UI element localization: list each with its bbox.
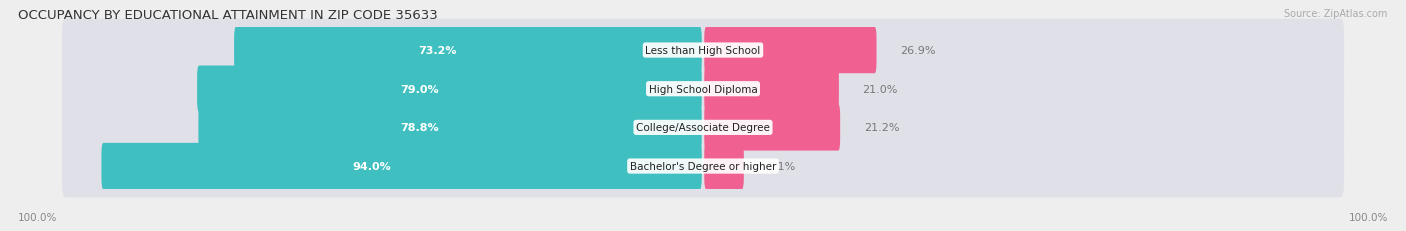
FancyBboxPatch shape xyxy=(704,28,876,74)
Text: 78.8%: 78.8% xyxy=(401,123,439,133)
FancyBboxPatch shape xyxy=(704,143,744,189)
FancyBboxPatch shape xyxy=(62,58,1344,121)
FancyBboxPatch shape xyxy=(62,97,1344,159)
FancyBboxPatch shape xyxy=(704,105,841,151)
FancyBboxPatch shape xyxy=(62,135,1344,198)
Text: 100.0%: 100.0% xyxy=(1348,212,1388,222)
FancyBboxPatch shape xyxy=(198,105,702,151)
Text: 100.0%: 100.0% xyxy=(18,212,58,222)
FancyBboxPatch shape xyxy=(197,66,702,112)
Text: Bachelor's Degree or higher: Bachelor's Degree or higher xyxy=(630,161,776,171)
FancyBboxPatch shape xyxy=(235,28,702,74)
Text: 21.0%: 21.0% xyxy=(862,84,898,94)
Text: Less than High School: Less than High School xyxy=(645,46,761,56)
Text: High School Diploma: High School Diploma xyxy=(648,84,758,94)
Text: 6.1%: 6.1% xyxy=(768,161,796,171)
Text: 73.2%: 73.2% xyxy=(419,46,457,56)
Text: 26.9%: 26.9% xyxy=(900,46,935,56)
Text: Source: ZipAtlas.com: Source: ZipAtlas.com xyxy=(1284,9,1388,19)
Text: 94.0%: 94.0% xyxy=(352,161,391,171)
Text: College/Associate Degree: College/Associate Degree xyxy=(636,123,770,133)
FancyBboxPatch shape xyxy=(704,66,839,112)
Text: OCCUPANCY BY EDUCATIONAL ATTAINMENT IN ZIP CODE 35633: OCCUPANCY BY EDUCATIONAL ATTAINMENT IN Z… xyxy=(18,9,439,22)
FancyBboxPatch shape xyxy=(101,143,702,189)
FancyBboxPatch shape xyxy=(62,20,1344,82)
Text: 21.2%: 21.2% xyxy=(863,123,900,133)
Text: 79.0%: 79.0% xyxy=(399,84,439,94)
